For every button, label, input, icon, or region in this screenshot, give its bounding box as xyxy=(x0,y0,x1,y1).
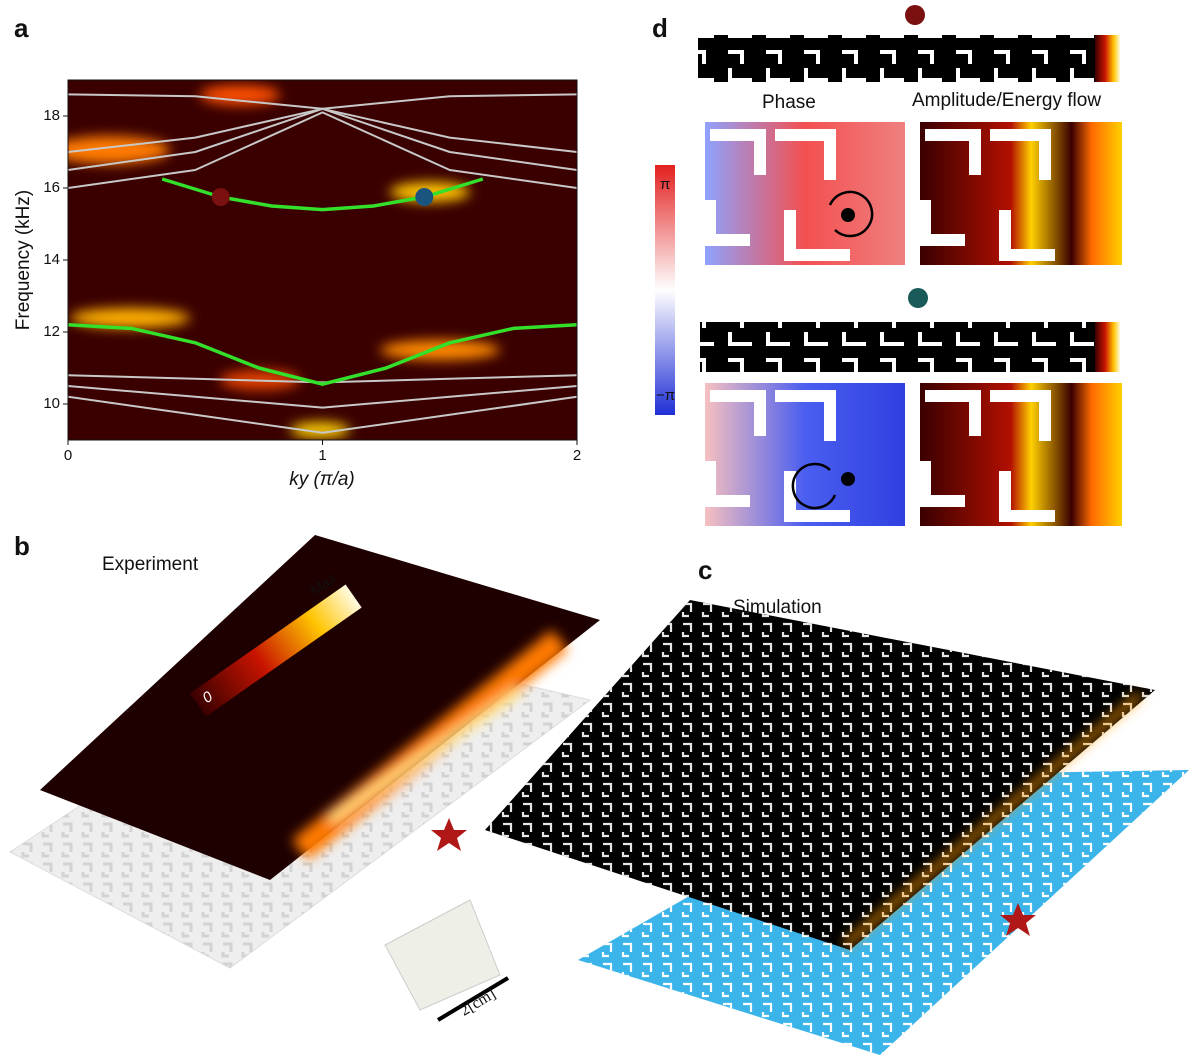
strip-pattern xyxy=(700,322,1120,372)
x-axis-label: ky (π/a) xyxy=(289,469,355,490)
y-tick-label: 18 xyxy=(43,107,60,124)
colorbar: 0 Max xyxy=(189,569,362,717)
panel-label: b xyxy=(14,531,30,561)
sim-field-pattern xyxy=(485,600,1155,950)
column-title: Amplitude/Energy flow xyxy=(912,90,1101,111)
x-tick-label: 0 xyxy=(64,447,72,464)
source-star xyxy=(431,818,467,851)
bulk-band xyxy=(68,111,577,189)
panel-label: d xyxy=(652,13,668,43)
mode-point xyxy=(211,188,230,206)
strip-edge xyxy=(1095,322,1120,372)
column-title: Phase xyxy=(762,92,816,113)
strip-edge xyxy=(1095,35,1120,82)
edge-band xyxy=(68,323,577,386)
y-axis-label: Frequency (kHz) xyxy=(13,190,34,330)
colorbar-label: π xyxy=(660,176,670,193)
y-tick-label: 14 xyxy=(43,251,60,268)
x-tick-label: 2 xyxy=(573,447,581,464)
colorbar-label: −π xyxy=(656,387,675,404)
edge-state xyxy=(291,629,569,861)
panel-label: a xyxy=(14,13,29,43)
subtitle: Experiment xyxy=(102,554,199,575)
bulk-band xyxy=(68,385,577,409)
mode-marker xyxy=(908,288,928,308)
bulk-band xyxy=(68,107,577,171)
bulk-band xyxy=(68,395,577,434)
strip-pattern xyxy=(698,35,1120,82)
rotation-indicator xyxy=(791,190,874,510)
panel-label: c xyxy=(698,555,712,585)
subtitle: Simulation xyxy=(733,597,822,618)
source-star xyxy=(1000,903,1036,936)
x-tick-label: 1 xyxy=(318,447,326,464)
measured-field xyxy=(40,535,600,880)
mode-point xyxy=(415,188,434,206)
sim-edge-state xyxy=(843,692,1142,948)
phase-colorbar xyxy=(655,165,675,415)
heatmap xyxy=(68,85,500,438)
mode-marker xyxy=(905,5,925,25)
plot xyxy=(68,93,577,434)
plot-background xyxy=(68,80,577,440)
unit-cell-shapes xyxy=(704,129,1055,522)
y-tick-label: 10 xyxy=(43,395,60,412)
y-tick-label: 16 xyxy=(43,179,60,196)
scale-bar xyxy=(436,976,510,1022)
unit-cell-photo xyxy=(384,899,501,1011)
y-tick-label: 12 xyxy=(43,323,60,340)
